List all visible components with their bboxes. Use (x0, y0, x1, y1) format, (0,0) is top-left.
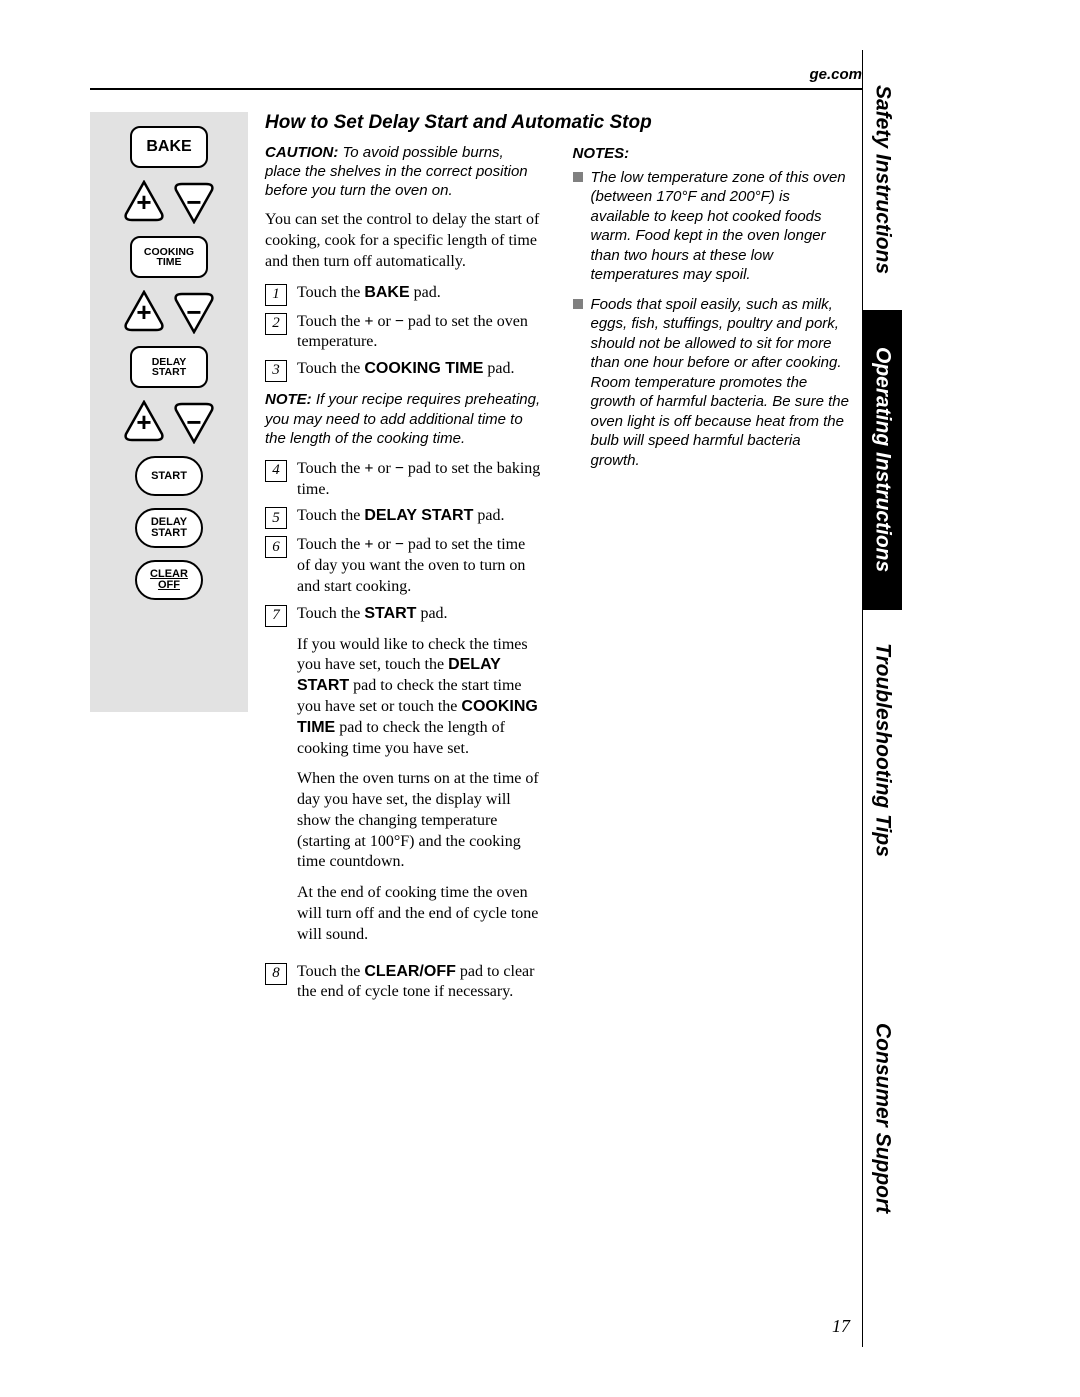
start-button: START (135, 456, 203, 496)
t: BAKE (364, 284, 409, 301)
t: DELAY START (364, 507, 473, 524)
t: NOTE: (265, 391, 312, 408)
plus-icon: + (136, 299, 151, 325)
end-para: At the end of cooking time the oven will… (297, 883, 543, 945)
t: pad. (483, 360, 514, 377)
notes-heading: NOTES: (573, 144, 851, 164)
t: START (364, 605, 416, 622)
side-tabs: Safety Instructions Operating Instructio… (862, 50, 902, 1347)
step-num-3: 3 (265, 360, 287, 382)
step-2: 2 Touch the + or − pad to set the oven t… (265, 312, 543, 354)
delay-start2-l2: START (151, 527, 187, 539)
step-num-6: 6 (265, 536, 287, 558)
intro-para: You can set the control to delay the sta… (265, 210, 543, 272)
t: Touch the (297, 605, 364, 622)
plus-button-2: + (122, 290, 166, 334)
delay-start-button: DELAYSTART (130, 346, 208, 388)
caution-lead: CAUTION: (265, 144, 338, 161)
tab-safety: Safety Instructions (862, 50, 902, 310)
minus-button-2: − (172, 290, 216, 334)
step-num-5: 5 (265, 507, 287, 529)
step-num-1: 1 (265, 284, 287, 306)
page-number: 17 (832, 1316, 850, 1337)
t: Touch the (297, 460, 364, 477)
tab-operating: Operating Instructions (862, 310, 902, 610)
column-right: NOTES: The low temperature zone of this … (573, 144, 851, 1009)
plusminus-row-1: + − (122, 180, 216, 224)
step-1: 1 Touch the BAKE pad. (265, 283, 543, 306)
cooking-time-l2: TIME (156, 256, 181, 268)
bullet-2-text: Foods that spoil easily, such as milk, e… (591, 295, 851, 471)
cooking-time-button: COOKINGTIME (130, 236, 208, 278)
bullet-icon (573, 299, 583, 309)
t: pad. (410, 284, 441, 301)
t: Touch the (297, 536, 364, 553)
t: − (395, 460, 404, 477)
t: − (395, 536, 404, 553)
step-3: 3 Touch the COOKING TIME pad. (265, 359, 543, 382)
t: CLEAR/OFF (364, 963, 456, 980)
delay-start-l2: START (152, 366, 186, 378)
clear-off-button: CLEAROFF (135, 560, 203, 600)
step-5: 5 Touch the DELAY START pad. (265, 506, 543, 529)
t: Touch the (297, 360, 364, 377)
bullet-1: The low temperature zone of this oven (b… (573, 168, 851, 285)
step-4: 4 Touch the + or − pad to set the baking… (265, 459, 543, 501)
plusminus-row-2: + − (122, 290, 216, 334)
header-url: ge.com (809, 66, 862, 83)
t: − (395, 313, 404, 330)
t: Touch the (297, 284, 364, 301)
minus-icon: − (186, 299, 201, 325)
plusminus-row-3: + − (122, 400, 216, 444)
plus-icon: + (136, 189, 151, 215)
bullet-1-text: The low temperature zone of this oven (b… (591, 168, 851, 285)
delay-start-button-2: DELAYSTART (135, 508, 203, 548)
when-para: When the oven turns on at the time of da… (297, 769, 543, 873)
minus-icon: − (186, 189, 201, 215)
minus-button-1: − (172, 180, 216, 224)
clear-l2: OFF (158, 579, 180, 591)
caution-note: CAUTION: To avoid possible burns, place … (265, 144, 543, 200)
t: pad. (416, 605, 447, 622)
minus-icon: − (186, 409, 201, 435)
bake-button: BAKE (130, 126, 208, 168)
tab-consumer: Consumer Support (862, 890, 902, 1347)
t: or (373, 313, 394, 330)
step-6: 6 Touch the + or − pad to set the time o… (265, 535, 543, 597)
plus-button-1: + (122, 180, 166, 224)
control-panel: BAKE + − COOKINGTIME + − DELAYSTART + (90, 112, 248, 712)
bullet-icon (573, 172, 583, 182)
bullet-2: Foods that spoil easily, such as milk, e… (573, 295, 851, 471)
t: Touch the (297, 313, 364, 330)
t: Touch the (297, 507, 364, 524)
t: or (373, 460, 394, 477)
t: Touch the (297, 963, 364, 980)
t: pad. (473, 507, 504, 524)
plus-icon: + (136, 409, 151, 435)
t: COOKING TIME (364, 360, 483, 377)
step-num-7: 7 (265, 605, 287, 627)
header-rule (90, 88, 862, 90)
column-left: CAUTION: To avoid possible burns, place … (265, 144, 543, 1009)
page-title: How to Set Delay Start and Automatic Sto… (265, 112, 850, 134)
step-8: 8 Touch the CLEAR/OFF pad to clear the e… (265, 962, 543, 1004)
note-preheat: NOTE: If your recipe requires preheating… (265, 390, 543, 449)
minus-button-3: − (172, 400, 216, 444)
step-num-2: 2 (265, 313, 287, 335)
step-num-4: 4 (265, 460, 287, 482)
step-num-8: 8 (265, 963, 287, 985)
t: or (373, 536, 394, 553)
tab-troubleshooting: Troubleshooting Tips (862, 610, 902, 890)
content: How to Set Delay Start and Automatic Sto… (265, 112, 850, 1009)
plus-button-3: + (122, 400, 166, 444)
step-7: 7 Touch the START pad. If you would like… (265, 604, 543, 956)
